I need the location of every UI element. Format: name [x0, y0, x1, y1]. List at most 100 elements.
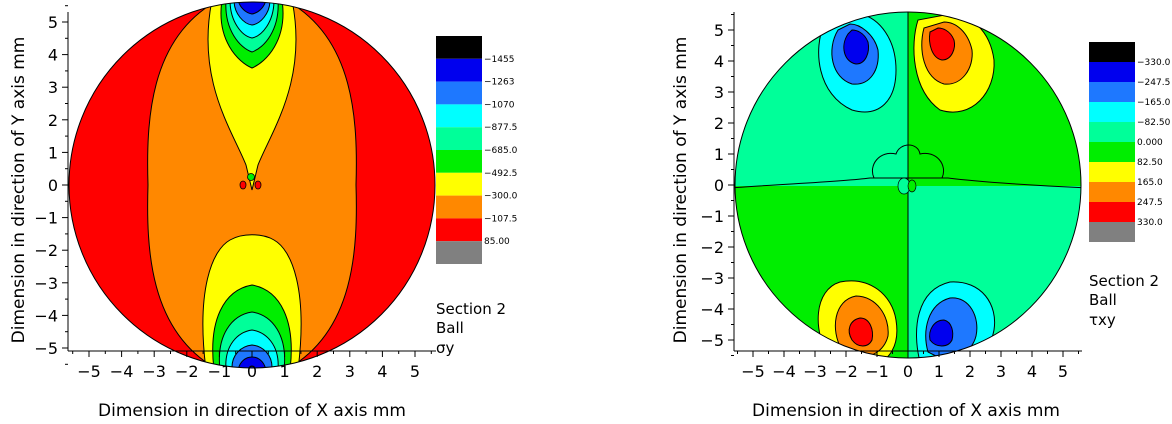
x-tick-label-1: −4: [772, 362, 796, 381]
legend-swatch-0: [436, 36, 482, 59]
x-tick-label-10: 5: [410, 362, 420, 381]
legend-swatch-3: [1089, 102, 1135, 122]
legend-swatch-8: [1089, 202, 1135, 222]
x-tick-label-5: 0: [247, 362, 257, 381]
x-tick-label-6: 1: [280, 362, 290, 381]
x-tick-label-0: −5: [741, 362, 765, 381]
caption-line-3-right: τxy: [1089, 311, 1116, 329]
caption-line-1-right: Section 2: [1089, 272, 1159, 290]
y-tick-label-6: 1: [48, 143, 58, 162]
x-tick-label-4: −1: [865, 362, 889, 381]
x-tick-label-1: −4: [110, 362, 134, 381]
legend-sigma-y: −1455 −1263 −1070 −877.5 −685.0 −492.5 −300.0 −…: [436, 36, 518, 264]
legend-level-8: 85.00: [484, 237, 510, 247]
legend-swatch-4: [436, 127, 482, 150]
y-axis-label-left: Dimension in direction of Y axis mm: [9, 37, 29, 344]
y-tick-label-2: −3: [700, 269, 724, 288]
x-tick-label-3: −2: [175, 362, 199, 381]
legend-level-7: 247.5: [1137, 198, 1163, 208]
x-tick-label-10: 5: [1058, 362, 1068, 381]
x-tick-label-8: 3: [996, 362, 1006, 381]
y-tick-label-9: 4: [48, 46, 58, 65]
legend-swatch-6: [436, 172, 482, 196]
y-tick-label-2: −3: [34, 274, 58, 293]
legend-level-4: 0.000: [1137, 138, 1163, 148]
y-tick-label-0: −5: [34, 339, 58, 358]
sigma-y-contour-fill: [69, 2, 435, 368]
legend-swatch-1: [1089, 62, 1135, 82]
y-tick-label-1: −4: [700, 300, 724, 319]
legend-swatch-8: [436, 218, 482, 242]
x-tick-label-9: 4: [377, 362, 387, 381]
x-tick-label-5: 0: [903, 362, 913, 381]
x-tick-label-0: −5: [77, 362, 101, 381]
legend-level-2: −1070: [484, 100, 515, 110]
legend-level-2: −165.0: [1137, 98, 1171, 108]
legend-level-5: −492.5: [484, 169, 517, 179]
y-tick-label-0: −5: [700, 331, 724, 350]
legend-swatch-2: [436, 81, 482, 105]
ticks-right: −5 −4 −3 −2 −1 0 1 2 3 4 5 −5 −4 −3 −2 −1 0 1 2 3 4 5: [700, 14, 1079, 381]
legend-tau-xy: −330.0 −247.5 −165.0 −82.50 0.000 82.50 165.0 2…: [1089, 42, 1171, 242]
legend-swatch-9: [436, 241, 482, 264]
caption-line-3-left: σy: [436, 339, 455, 357]
legend-level-1: −247.5: [1137, 78, 1170, 88]
sigma-y-contour-plot: −5 −4 −3 −2 −1 0 1 2 3 4 5 −5 −4 −3 −2 −1 0 1 2 3 4 5 Dimensi…: [9, 1, 518, 421]
x-tick-label-2: −3: [803, 362, 827, 381]
y-tick-label-3: −2: [34, 241, 58, 260]
legend-level-1: −1263: [484, 78, 514, 88]
y-tick-label-8: 3: [48, 78, 58, 97]
y-tick-label-7: 2: [48, 111, 58, 130]
x-axis-label-left: Dimension in direction of X axis mm: [98, 401, 406, 421]
legend-level-3: −82.50: [1137, 118, 1171, 128]
x-tick-label-8: 3: [345, 362, 355, 381]
y-tick-label-5: 0: [714, 176, 724, 195]
x-tick-label-3: −2: [834, 362, 858, 381]
legend-level-0: −330.0: [1137, 58, 1171, 68]
x-tick-label-9: 4: [1027, 362, 1037, 381]
y-tick-label-7: 2: [714, 114, 724, 133]
y-axis-label-right: Dimension in direction of Y axis mm: [671, 37, 691, 344]
caption-line-2-left: Ball: [436, 319, 464, 337]
legend-level-7: −107.5: [484, 214, 517, 224]
legend-swatch-2: [1089, 82, 1135, 102]
legend-swatch-6: [1089, 162, 1135, 182]
y-tick-label-4: −1: [34, 209, 58, 228]
y-tick-label-9: 4: [714, 52, 724, 71]
legend-level-3: −877.5: [484, 123, 517, 133]
y-tick-label-8: 3: [714, 83, 724, 102]
legend-level-6: −300.0: [484, 192, 518, 202]
legend-swatch-0: [1089, 42, 1135, 62]
x-axis-label-right: Dimension in direction of X axis mm: [752, 401, 1060, 421]
x-tick-label-6: 1: [934, 362, 944, 381]
tau-xy-contour-fill: [735, 12, 1081, 358]
y-tick-label-10: 5: [714, 21, 724, 40]
legend-level-8: 330.0: [1137, 218, 1163, 228]
x-tick-label-7: 2: [965, 362, 975, 381]
y-tick-label-6: 1: [714, 145, 724, 164]
y-tick-label-5: 0: [48, 176, 58, 195]
legend-swatch-1: [436, 58, 482, 82]
tau-xy-contour-plot: −5 −4 −3 −2 −1 0 1 2 3 4 5 −5 −4 −3 −2 −1 0 1 2 3 4 5 Dimensi…: [671, 11, 1171, 421]
legend-swatch-5: [436, 150, 482, 173]
legend-swatch-3: [436, 104, 482, 128]
legend-swatch-7: [1089, 182, 1135, 202]
legend-level-5: 82.50: [1137, 158, 1163, 168]
legend-level-0: −1455: [484, 55, 514, 65]
legend-swatch-4: [1089, 122, 1135, 142]
legend-level-4: −685.0: [484, 146, 518, 156]
y-tick-label-1: −4: [34, 306, 58, 325]
legend-swatch-9: [1089, 222, 1135, 242]
x-tick-label-2: −3: [142, 362, 166, 381]
x-tick-label-7: 2: [312, 362, 322, 381]
caption-line-2-right: Ball: [1089, 291, 1117, 309]
x-tick-label-4: −1: [208, 362, 232, 381]
y-tick-label-3: −2: [700, 238, 724, 257]
legend-swatch-7: [436, 195, 482, 219]
y-tick-label-4: −1: [700, 207, 724, 226]
legend-level-6: 165.0: [1137, 178, 1163, 188]
y-tick-label-10: 5: [48, 13, 58, 32]
legend-swatch-5: [1089, 142, 1135, 162]
caption-line-1-left: Section 2: [436, 300, 506, 318]
